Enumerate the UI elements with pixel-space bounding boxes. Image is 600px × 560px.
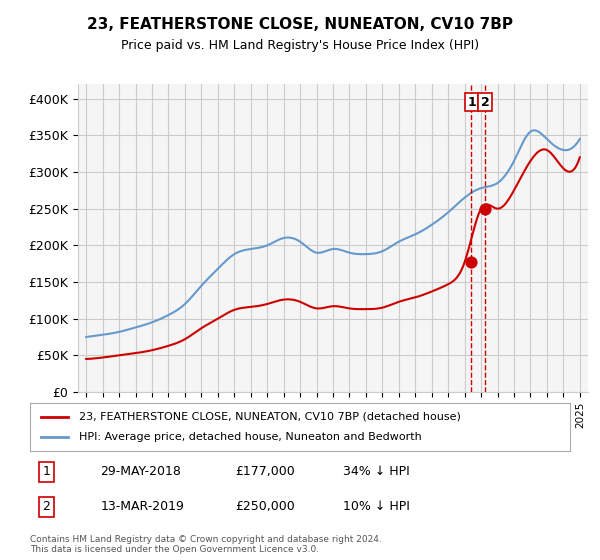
Text: 34% ↓ HPI: 34% ↓ HPI bbox=[343, 465, 410, 478]
Text: 2: 2 bbox=[481, 96, 490, 109]
Point bbox=[481, 204, 490, 213]
Text: Contains HM Land Registry data © Crown copyright and database right 2024.
This d: Contains HM Land Registry data © Crown c… bbox=[30, 535, 382, 554]
Text: Price paid vs. HM Land Registry's House Price Index (HPI): Price paid vs. HM Land Registry's House … bbox=[121, 39, 479, 52]
Text: HPI: Average price, detached house, Nuneaton and Bedworth: HPI: Average price, detached house, Nune… bbox=[79, 432, 421, 442]
Text: 29-MAY-2018: 29-MAY-2018 bbox=[100, 465, 181, 478]
Text: 13-MAR-2019: 13-MAR-2019 bbox=[100, 500, 184, 514]
Point bbox=[467, 258, 476, 267]
Text: 1: 1 bbox=[42, 465, 50, 478]
Text: 10% ↓ HPI: 10% ↓ HPI bbox=[343, 500, 410, 514]
Text: 23, FEATHERSTONE CLOSE, NUNEATON, CV10 7BP (detached house): 23, FEATHERSTONE CLOSE, NUNEATON, CV10 7… bbox=[79, 412, 460, 422]
Text: £250,000: £250,000 bbox=[235, 500, 295, 514]
Text: 2: 2 bbox=[42, 500, 50, 514]
Text: 23, FEATHERSTONE CLOSE, NUNEATON, CV10 7BP: 23, FEATHERSTONE CLOSE, NUNEATON, CV10 7… bbox=[87, 17, 513, 32]
Text: £177,000: £177,000 bbox=[235, 465, 295, 478]
Text: 1: 1 bbox=[467, 96, 476, 109]
